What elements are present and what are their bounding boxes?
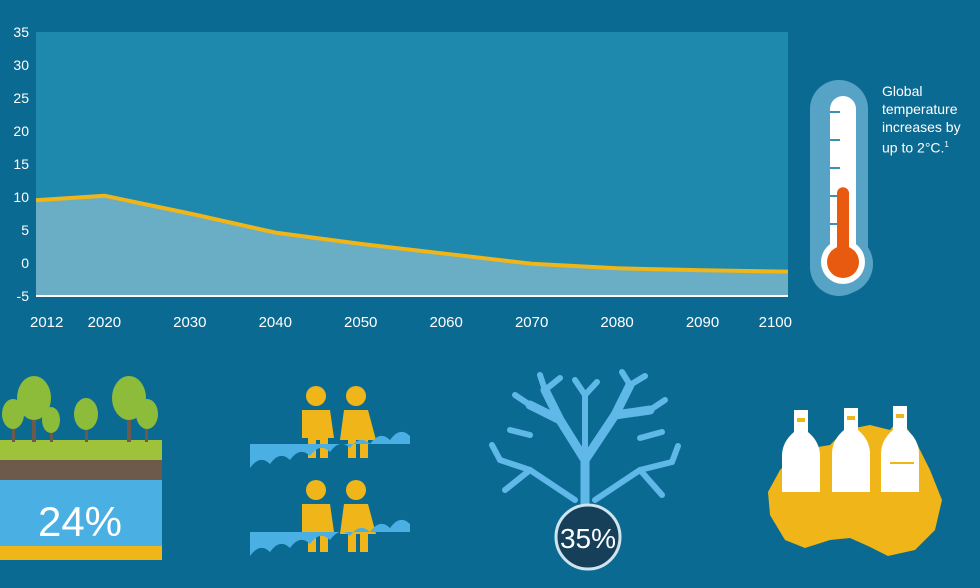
y-tick-label: 10 — [13, 189, 29, 205]
coral-icon: 35% — [489, 369, 681, 571]
thermometer-caption: Global temperature increases by up to 2°… — [882, 82, 980, 157]
trees-soil-icon: 24% — [0, 376, 162, 560]
x-tick-label: 2080 — [600, 314, 633, 331]
y-tick-label: 5 — [21, 222, 29, 238]
australia-map-bottles-icon — [768, 406, 942, 556]
caption-line-2: temperature — [882, 101, 958, 117]
forest-percent: 24% — [38, 498, 122, 545]
y-tick-label: 15 — [13, 156, 29, 172]
y-tick-label: 25 — [13, 90, 29, 106]
temperature-chart: 35 30 25 20 15 10 5 0 -5 2012 2020 2030 2040 2050 206… — [13, 24, 792, 331]
thermometer-mercury — [837, 187, 849, 262]
x-tick-label: 2090 — [686, 314, 719, 331]
x-tick-label: 2030 — [173, 314, 206, 331]
x-tick-label: 2060 — [429, 314, 462, 331]
x-tick-label: 2070 — [515, 314, 548, 331]
caption-line-1: Global — [882, 83, 923, 99]
y-tick-label: 30 — [13, 57, 29, 73]
x-tick-label: 2012 — [30, 314, 63, 331]
x-tick-label: 2050 — [344, 314, 377, 331]
coral-percent: 35% — [560, 523, 616, 554]
y-axis-ticks: 35 30 25 20 15 10 5 0 -5 — [13, 24, 29, 304]
y-tick-label: -5 — [17, 288, 30, 304]
y-tick-label: 20 — [13, 123, 29, 139]
chart-series-line — [35, 193, 789, 274]
caption-line-3: increases by — [882, 119, 961, 135]
thermometer-icon — [810, 80, 873, 296]
y-tick-label: 0 — [21, 255, 29, 271]
caption-line-4: up to 2°C. — [882, 139, 945, 156]
x-axis-ticks: 2012 2020 2030 2040 2050 2060 2070 2080 2090 2100 — [30, 314, 792, 331]
x-tick-label: 2020 — [88, 314, 121, 331]
x-tick-label: 2100 — [759, 314, 792, 331]
people-flood-icon — [250, 386, 410, 556]
caption-footnote: 1 — [944, 140, 949, 149]
x-tick-label: 2040 — [259, 314, 292, 331]
y-tick-label: 35 — [13, 24, 29, 40]
chart-area-fill — [36, 195, 788, 296]
